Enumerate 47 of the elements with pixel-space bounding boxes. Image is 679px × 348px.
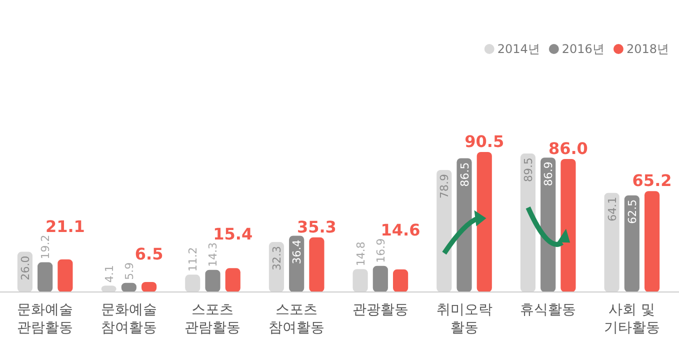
data-label: 36.4 xyxy=(290,240,304,264)
x-tick-label: 문화예술 관람활동 xyxy=(17,302,74,336)
data-label: 26.0 xyxy=(18,256,32,280)
data-label: 64.1 xyxy=(606,196,619,222)
data-label: 14.3 xyxy=(206,242,220,267)
data-label: 15.4 xyxy=(213,224,253,244)
x-tick-label: 사회 및 기타활동 xyxy=(604,302,660,336)
data-label: 78.9 xyxy=(438,174,452,198)
data-label: 32.3 xyxy=(270,246,284,271)
data-label: 16.9 xyxy=(374,238,388,263)
legend-label: 2018년 xyxy=(626,42,669,56)
data-label: 14.6 xyxy=(380,220,420,240)
x-tick-label: 취미오락 활동 xyxy=(436,302,492,336)
bar xyxy=(205,270,220,292)
bar xyxy=(352,269,368,292)
bar xyxy=(225,268,240,292)
data-label: 5.9 xyxy=(122,262,136,280)
bar xyxy=(644,191,660,292)
data-label: 4.1 xyxy=(102,265,116,283)
x-tick-label: 휴식활동 xyxy=(520,302,576,318)
data-label: 65.2 xyxy=(632,171,672,190)
bar xyxy=(392,269,408,292)
data-label: 62.5 xyxy=(626,199,639,224)
data-label: 86.9 xyxy=(542,162,556,186)
data-label: 6.5 xyxy=(134,244,164,264)
data-label: 90.5 xyxy=(464,132,504,151)
data-label: 11.2 xyxy=(186,247,200,272)
data-label: 21.1 xyxy=(45,216,85,236)
bar xyxy=(604,192,620,292)
data-label: 14.8 xyxy=(354,242,368,266)
data-label: 86.0 xyxy=(548,138,588,158)
x-tick-label: 문화예술 참여활동 xyxy=(100,302,157,336)
bar xyxy=(58,259,73,292)
legend-label: 2016년 xyxy=(562,42,604,56)
bar xyxy=(372,266,388,292)
legend-label: 2014년 xyxy=(497,42,540,56)
data-label: 35.3 xyxy=(296,217,336,236)
x-tick-label: 관광활동 xyxy=(352,302,408,318)
data-label: 89.5 xyxy=(522,158,535,182)
bar xyxy=(624,195,640,292)
x-tick-label: 스포츠 참여활동 xyxy=(268,302,325,336)
data-label: 86.5 xyxy=(458,162,472,187)
data-label: 19.2 xyxy=(39,234,52,260)
x-tick-label: 스포츠 관람활동 xyxy=(184,302,241,336)
bar xyxy=(309,237,324,292)
bar xyxy=(185,274,200,292)
bar xyxy=(38,262,53,292)
